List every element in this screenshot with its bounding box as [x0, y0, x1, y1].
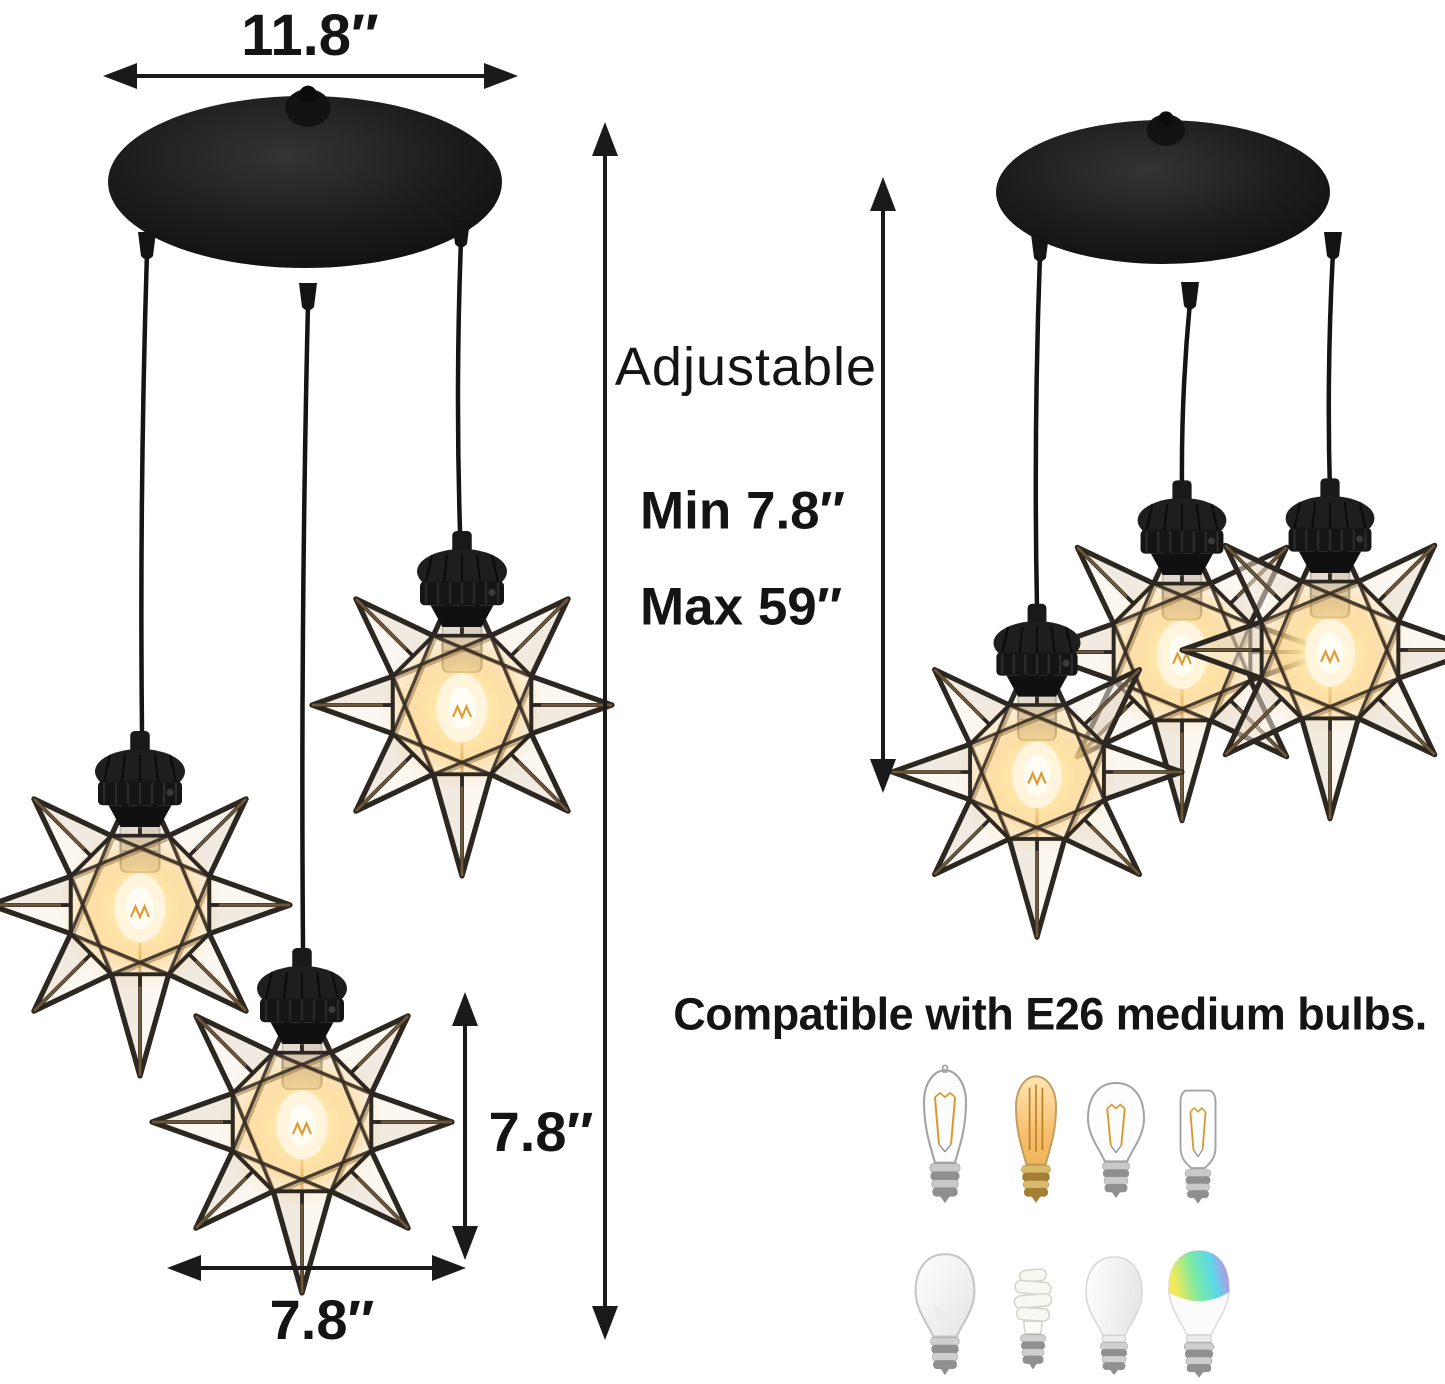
left-fixture — [0, 85, 615, 1296]
cord-grip — [1324, 232, 1342, 260]
cord-grip — [299, 283, 317, 311]
bulb-compatibility-text: Compatible with E26 medium bulbs. — [673, 988, 1427, 1040]
a19-clear-filament-bulb-icon — [1086, 1081, 1146, 1199]
moravian-star-pendant — [0, 731, 293, 1079]
moravian-star-pendant — [1179, 478, 1445, 822]
dimension-arrow — [103, 63, 518, 89]
adjustable-label: Adjustable — [614, 337, 878, 397]
max-drop-label: Max 59″ — [640, 577, 843, 637]
a19-rgb-smart-bulb-icon — [1168, 1249, 1230, 1378]
shade-width-label: 7.8″ — [269, 1288, 375, 1351]
cord-grip — [1181, 282, 1199, 310]
cord-grip — [1031, 234, 1049, 262]
pendant-cord — [139, 249, 150, 734]
pendant-cord — [1326, 249, 1336, 496]
moravian-star-pendant — [889, 603, 1185, 940]
cfl-spiral-bulb-icon — [1013, 1268, 1053, 1370]
moravian-star-pendant — [309, 531, 615, 879]
pendant-cord — [455, 237, 464, 534]
socket-cap — [257, 948, 347, 1044]
socket-cap — [993, 603, 1081, 697]
pendant-cord — [1033, 251, 1043, 611]
dimension-arrow — [870, 177, 896, 793]
pendant-cord — [300, 300, 311, 951]
a19-frosted-incandescent-bulb-icon — [914, 1253, 976, 1376]
ceiling-canopy — [108, 85, 502, 311]
a19-white-led-bulb-icon — [1085, 1256, 1143, 1376]
right-fixture — [889, 111, 1445, 940]
cord-grip — [452, 220, 470, 248]
ceiling-canopy — [996, 111, 1342, 310]
pendant-cord — [1179, 299, 1193, 493]
canopy-width-label: 11.8″ — [241, 3, 379, 68]
socket-cap — [1137, 480, 1227, 576]
dimension-arrow — [452, 992, 478, 1260]
t45-tubular-filament-bulb-icon — [1179, 1089, 1217, 1204]
cord-grip — [138, 232, 156, 260]
min-drop-label: Min 7.8″ — [640, 481, 846, 541]
dimension-arrow — [592, 122, 618, 1340]
socket-cap — [417, 531, 507, 627]
moravian-star-pendant — [149, 948, 455, 1296]
shade-height-label: 7.8″ — [488, 1100, 594, 1163]
socket-cap — [95, 731, 185, 827]
st64-amber-edison-bulb-icon — [1014, 1075, 1058, 1203]
st64-clear-filament-bulb-icon — [922, 1064, 968, 1204]
socket-cap — [1285, 478, 1375, 574]
dimension-arrow — [167, 1255, 466, 1281]
